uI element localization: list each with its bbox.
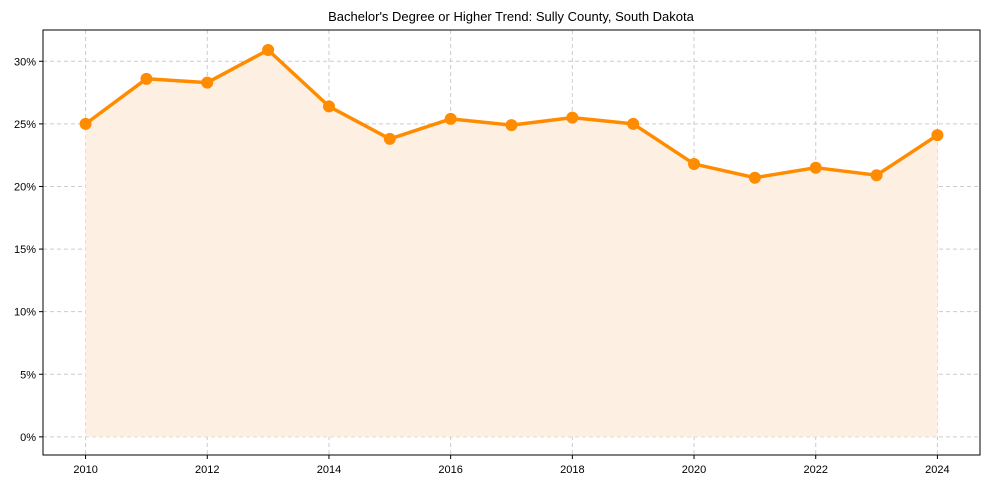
- y-tick-label: 15%: [14, 244, 36, 256]
- y-tick-label: 5%: [20, 369, 36, 381]
- data-point: [79, 117, 92, 130]
- y-axis: 0% 5% 10% 15% 20% 25% 30%: [14, 56, 43, 444]
- x-tick-label: 2022: [803, 464, 827, 476]
- x-axis: 2010 2012 2014 2016 2018 2020 2022 2024: [73, 455, 950, 476]
- data-point: [566, 111, 579, 124]
- x-tick-label: 2012: [195, 464, 219, 476]
- x-tick-label: 2016: [438, 464, 462, 476]
- x-tick-label: 2024: [925, 464, 949, 476]
- data-point: [140, 72, 153, 85]
- area-fill: [85, 50, 938, 437]
- x-tick-label: 2014: [317, 464, 341, 476]
- x-tick-label: 2020: [682, 464, 706, 476]
- y-tick-label: 30%: [14, 56, 36, 68]
- data-point: [505, 119, 518, 132]
- data-point: [748, 171, 761, 184]
- data-point: [444, 112, 457, 125]
- data-point: [627, 117, 640, 130]
- data-points: [79, 44, 944, 184]
- y-tick-label: 20%: [14, 181, 36, 193]
- data-point: [809, 161, 822, 174]
- x-tick-label: 2010: [73, 464, 97, 476]
- data-point: [688, 157, 701, 170]
- data-point: [870, 169, 883, 182]
- chart-title: Bachelor's Degree or Higher Trend: Sully…: [328, 9, 694, 24]
- y-tick-label: 25%: [14, 119, 36, 131]
- data-point: [322, 100, 335, 113]
- data-point: [262, 44, 275, 57]
- y-tick-label: 0%: [20, 432, 36, 444]
- y-tick-label: 10%: [14, 307, 36, 319]
- data-point: [201, 76, 214, 89]
- data-point: [931, 129, 944, 142]
- data-point: [383, 132, 396, 145]
- plot-frame: [42, 29, 981, 456]
- x-tick-label: 2018: [560, 464, 584, 476]
